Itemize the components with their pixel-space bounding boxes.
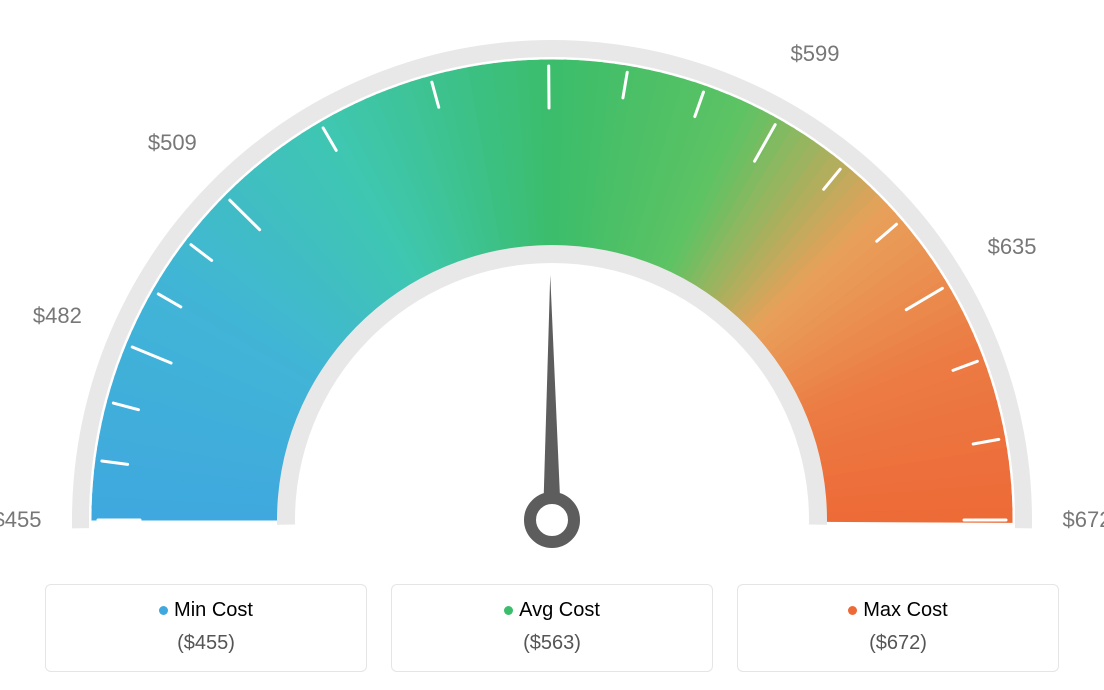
legend-max-title: Max Cost [748,599,1048,622]
gauge-tick-label: $509 [148,130,197,156]
legend-avg-value: ($563) [402,632,702,655]
gauge-chart: $455$482$509$563$599$635$672 [0,0,1104,560]
legend-avg: Avg Cost ($563) [391,584,713,672]
legend-avg-dot [504,606,513,615]
legend-avg-label: Avg Cost [519,599,600,621]
chart-container: $455$482$509$563$599$635$672 Min Cost ($… [0,0,1104,690]
legend-min: Min Cost ($455) [45,584,367,672]
legend-max: Max Cost ($672) [737,584,1059,672]
gauge-tick-label: $599 [791,41,840,67]
gauge-svg [0,0,1104,560]
legend-avg-title: Avg Cost [402,599,702,622]
legend-row: Min Cost ($455) Avg Cost ($563) Max Cost… [0,584,1104,672]
legend-min-dot [159,606,168,615]
legend-max-dot [848,606,857,615]
legend-min-value: ($455) [56,632,356,655]
gauge-needle-hub [530,498,574,542]
gauge-needle [543,275,561,520]
legend-max-value: ($672) [748,632,1048,655]
legend-min-label: Min Cost [174,599,253,621]
gauge-tick-label: $635 [988,234,1037,260]
legend-min-title: Min Cost [56,599,356,622]
gauge-tick-label: $672 [1063,507,1104,533]
gauge-tick-label: $455 [0,507,41,533]
legend-max-label: Max Cost [863,599,947,621]
gauge-tick-label: $482 [33,303,82,329]
